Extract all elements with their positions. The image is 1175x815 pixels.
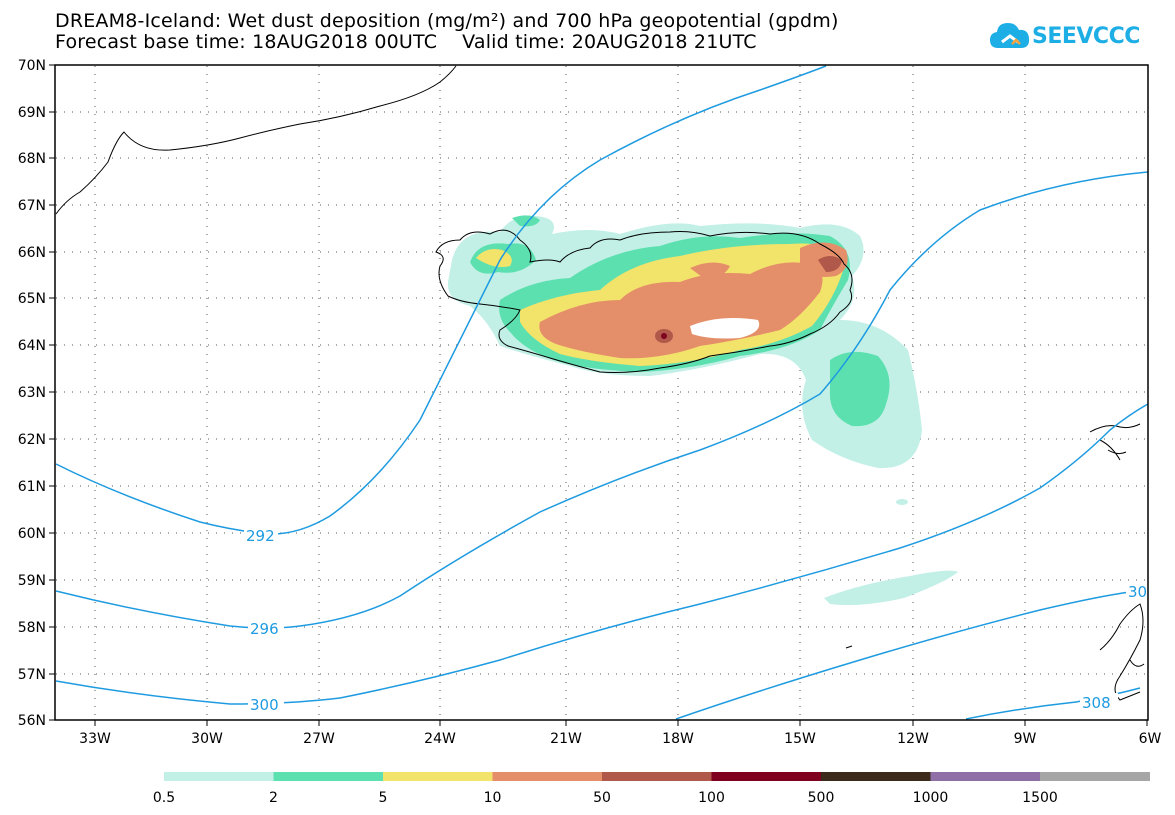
contour-296-label-bg bbox=[248, 619, 284, 637]
lat-label-58n: 58N bbox=[18, 620, 46, 636]
contour-308-line bbox=[965, 687, 1141, 720]
legend-label-1: 2 bbox=[269, 790, 278, 806]
legend-label-7: 1000 bbox=[913, 790, 949, 806]
dust-0.5-patch-south bbox=[824, 570, 958, 606]
dust-100-peak bbox=[661, 333, 667, 339]
contour-292-label-bg bbox=[244, 526, 278, 544]
coastlines bbox=[55, 65, 1145, 701]
legend-swatch-6 bbox=[821, 772, 931, 781]
legend-label-2: 5 bbox=[379, 790, 388, 806]
plot-area bbox=[55, 65, 1148, 720]
longitude-labels: 33W 30W 27W 24W 21W 18W 15W 12W 9W 6W bbox=[79, 731, 1161, 747]
legend-label-6: 500 bbox=[808, 790, 835, 806]
contour-304-line bbox=[675, 591, 1131, 720]
seevccc-logo: SEEVCCC bbox=[988, 18, 1140, 58]
lon-label-15w: 15W bbox=[784, 731, 816, 747]
dust-5-westfjords bbox=[476, 249, 512, 267]
lon-label-12w: 12W bbox=[897, 731, 929, 747]
iceland-coast bbox=[435, 229, 853, 373]
lat-label-59n: 59N bbox=[18, 573, 46, 589]
lat-label-67n: 67N bbox=[18, 198, 46, 214]
map-subtitle: Forecast base time: 18AUG2018 00UTC Vali… bbox=[55, 31, 757, 53]
lat-label-63n: 63N bbox=[18, 385, 46, 401]
legend-swatch-8 bbox=[1040, 772, 1150, 781]
grid-lines bbox=[56, 66, 1147, 719]
dust-0.5-dot bbox=[896, 499, 908, 505]
lat-label-60n: 60N bbox=[18, 526, 46, 542]
dust-deposition-shading bbox=[447, 215, 958, 606]
scotland-coast bbox=[1099, 603, 1145, 701]
lon-label-9w: 9W bbox=[1014, 731, 1037, 747]
contour-300-label-bg bbox=[248, 695, 284, 713]
cloud-icon bbox=[990, 23, 1030, 48]
lat-label-70n: 70N bbox=[18, 58, 46, 74]
lon-label-24w: 24W bbox=[424, 731, 456, 747]
lat-label-64n: 64N bbox=[18, 338, 46, 354]
contour-308-label: 308 bbox=[1082, 694, 1111, 712]
dust-10-north bbox=[690, 262, 730, 280]
dust-2-north-islet bbox=[512, 215, 540, 227]
legend-swatch-5 bbox=[711, 772, 822, 781]
lon-label-27w: 27W bbox=[303, 731, 335, 747]
legend-label-4: 50 bbox=[593, 790, 611, 806]
lon-label-21w: 21W bbox=[550, 731, 582, 747]
contour-292-line bbox=[55, 65, 827, 535]
greenland-coast bbox=[55, 65, 457, 215]
contour-292-label: 292 bbox=[246, 527, 275, 545]
lat-label-56n: 56N bbox=[18, 713, 46, 729]
lat-label-61n: 61N bbox=[18, 479, 46, 495]
legend-colorbar bbox=[164, 772, 1150, 781]
legend-label-8: 1500 bbox=[1022, 790, 1058, 806]
lon-label-30w: 30W bbox=[191, 731, 223, 747]
legend-label-0: 0.5 bbox=[153, 790, 175, 806]
lat-label-62n: 62N bbox=[18, 432, 46, 448]
lat-label-65n: 65N bbox=[18, 291, 46, 307]
dust-2-offshore-east bbox=[829, 351, 890, 427]
contour-308-label-bg bbox=[1080, 693, 1118, 711]
contour-300-label: 300 bbox=[250, 696, 279, 714]
legend-swatch-2 bbox=[383, 772, 493, 781]
legend-label-5: 100 bbox=[698, 790, 725, 806]
map-title: DREAM8-Iceland: Wet dust deposition (mg/… bbox=[55, 10, 839, 32]
lon-label-18w: 18W bbox=[662, 731, 694, 747]
lon-label-33w: 33W bbox=[79, 731, 111, 747]
vatnajokull-gap bbox=[690, 318, 760, 339]
axis-ticks bbox=[49, 64, 1148, 726]
lat-label-69n: 69N bbox=[18, 105, 46, 121]
dust-10-mainland bbox=[539, 262, 823, 359]
legend-label-3: 10 bbox=[484, 790, 502, 806]
lat-label-68n: 68N bbox=[18, 151, 46, 167]
lat-label-66n: 66N bbox=[18, 245, 46, 261]
latitude-labels: 70N 69N 68N 67N 66N 65N 64N 63N 62N 61N … bbox=[18, 58, 46, 729]
contour-296-label: 296 bbox=[250, 620, 279, 638]
logo-text: SEEVCCC bbox=[1032, 24, 1140, 49]
dust-50-northeast bbox=[818, 256, 842, 272]
legend-swatch-7 bbox=[930, 772, 1041, 781]
legend-swatch-3 bbox=[492, 772, 603, 781]
legend-swatch-1 bbox=[273, 772, 384, 781]
lon-label-6w: 6W bbox=[1139, 731, 1162, 747]
contour-304-label: 30 bbox=[1128, 583, 1147, 601]
contour-304-label-bg bbox=[1126, 582, 1148, 600]
rockall bbox=[845, 645, 853, 649]
legend-labels: 0.5 2 5 10 50 100 500 1000 1500 bbox=[153, 790, 1058, 806]
lat-label-57n: 57N bbox=[18, 667, 46, 683]
legend-swatch-4 bbox=[602, 772, 712, 781]
legend-swatch-0 bbox=[164, 772, 274, 781]
